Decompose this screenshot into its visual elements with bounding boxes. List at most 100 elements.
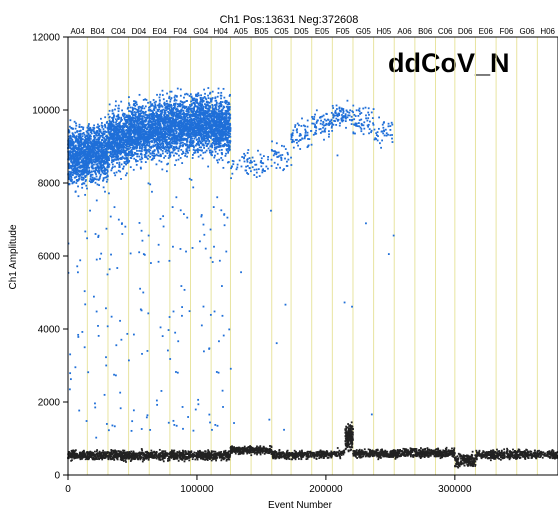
well-label: G06 [519,27,535,36]
positive-point [76,130,79,133]
positive-point [163,124,165,126]
positive-point [73,149,76,152]
positive-point [125,135,128,138]
positive-point [91,151,93,154]
positive-point [169,154,172,157]
positive-point [167,130,170,132]
positive-point [112,121,115,124]
positive-point [165,100,168,102]
positive-point [114,174,117,177]
positive-point [163,121,166,124]
positive-point [95,199,98,202]
positive-point [139,137,141,140]
positive-point [203,114,206,116]
positive-point [200,214,203,216]
positive-point [189,141,192,144]
positive-point [153,122,156,125]
positive-point [89,138,92,140]
positive-point [102,160,105,163]
positive-point [123,132,125,135]
positive-point [90,154,92,157]
positive-point [93,152,96,155]
positive-point [106,120,109,123]
positive-point [149,101,152,104]
positive-point [71,174,74,176]
positive-point [102,179,104,182]
positive-point [207,113,210,116]
positive-point [126,116,129,118]
positive-point [79,170,82,173]
positive-point [186,130,189,133]
positive-point [183,137,186,140]
positive-point [209,128,212,131]
positive-point [160,148,163,151]
positive-point [209,145,212,147]
positive-point [205,107,207,110]
positive-point [209,151,211,154]
positive-point [100,132,103,135]
positive-point [190,104,193,107]
positive-point [89,129,92,132]
positive-point [184,93,186,96]
positive-point [86,144,89,147]
positive-point [115,134,118,136]
positive-point [84,303,87,306]
positive-point [114,127,117,130]
positive-point [104,138,107,141]
positive-point [154,144,157,147]
positive-point [198,108,201,111]
positive-point [158,106,161,108]
positive-point [165,107,167,109]
positive-point [138,129,141,132]
positive-point [69,166,72,169]
positive-point [179,111,182,114]
positive-point [177,127,180,130]
positive-point [175,110,178,113]
positive-point [162,147,164,149]
positive-point [155,111,158,114]
positive-point [134,142,137,144]
positive-point [162,144,165,147]
positive-point [120,148,123,151]
positive-point [189,125,192,128]
positive-point [93,131,96,134]
positive-point [131,151,134,154]
positive-point [132,116,135,119]
positive-point [187,130,190,133]
positive-point [83,164,86,167]
positive-point [139,132,142,135]
positive-point [228,115,231,117]
positive-point [190,136,193,138]
positive-point [99,175,102,178]
positive-point [139,127,142,130]
positive-point [189,133,191,135]
positive-point [84,180,87,183]
positive-point [129,131,132,134]
positive-point [70,160,72,163]
positive-point [104,158,107,160]
positive-point [158,104,160,106]
positive-point [131,144,134,147]
positive-point [110,156,113,159]
positive-point [205,145,208,148]
positive-point [88,155,91,158]
positive-point [132,333,135,336]
positive-point [94,149,97,152]
positive-point [182,427,184,430]
well-label: A05 [234,27,249,36]
positive-point [87,371,90,374]
positive-point [198,240,201,243]
positive-point [193,129,196,132]
positive-point [84,138,87,141]
positive-point [181,153,183,155]
positive-point [142,115,145,118]
positive-point [187,134,190,137]
positive-point [95,258,98,261]
positive-point [118,149,121,152]
positive-point [203,128,206,131]
positive-point [98,172,101,175]
positive-point [149,108,152,111]
positive-point [123,112,126,115]
positive-point [203,117,206,120]
positive-point [94,143,97,146]
